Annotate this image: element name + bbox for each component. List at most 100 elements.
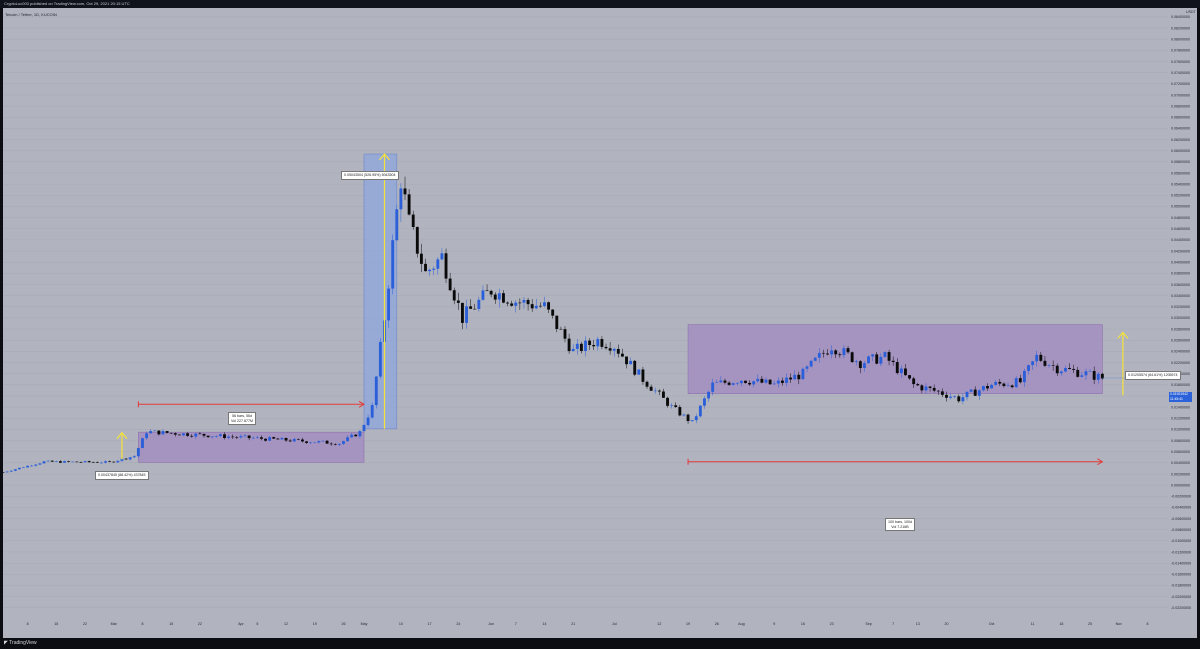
candle-body — [575, 343, 579, 349]
candle-body — [817, 352, 821, 358]
candle-body — [288, 440, 292, 442]
candle-body — [22, 467, 25, 469]
candle-body — [780, 380, 784, 383]
candle-body — [259, 437, 263, 439]
price-tick-label: 0.00800000 — [1171, 439, 1190, 443]
date-tick-label: 26 — [715, 622, 719, 626]
candle-body — [444, 253, 448, 279]
price-tick-label: 0.08400000 — [1171, 15, 1190, 19]
candle-body — [666, 397, 669, 406]
candle-body — [38, 463, 42, 465]
candle-body — [850, 352, 854, 363]
candle-body — [592, 345, 596, 347]
candle-body — [1100, 373, 1104, 379]
range-arrow-head — [1097, 458, 1104, 466]
candle-body — [596, 339, 600, 347]
candle-body — [358, 431, 362, 437]
candle-body — [637, 369, 641, 375]
candle-body — [161, 431, 165, 435]
price-chart[interactable]: 8 15 22 Mar 8 15 22 Apr 5 12 19 26 May 10 17 24 Jun 7 14 21… — [3, 8, 1168, 628]
up-arrow-head — [116, 431, 128, 440]
candle-body — [210, 436, 214, 438]
candle-body — [477, 299, 481, 310]
candle-body — [981, 386, 985, 391]
candle-body — [46, 460, 50, 462]
price-tick-label: 0.04800000 — [1171, 216, 1190, 220]
date-tick-label: 5 — [256, 622, 258, 626]
candle-body — [276, 438, 280, 440]
candle-body — [875, 354, 879, 364]
price-axis[interactable]: 0.086000000.084000000.082000000.08000000… — [1168, 8, 1197, 627]
price-tick-label: 0.06800000 — [1171, 104, 1190, 108]
candle-body — [465, 306, 468, 323]
currency-label: USDT — [1186, 10, 1196, 14]
date-tick-label: 24 — [456, 622, 460, 626]
candle-body — [891, 360, 895, 363]
price-tick-label: -0.01200000 — [1171, 550, 1191, 554]
chart-area[interactable] — [3, 8, 1197, 638]
price-tick-label: 0.05600000 — [1171, 171, 1190, 175]
date-tick-label: 8 — [141, 622, 143, 626]
candle-body — [559, 328, 563, 330]
candle-body — [202, 433, 206, 436]
candle-body — [370, 405, 374, 418]
candle-body — [1084, 371, 1088, 376]
candle-body — [309, 442, 313, 444]
candle-body — [54, 461, 58, 462]
candle-body — [945, 394, 948, 398]
candle-body — [177, 434, 181, 436]
range-arrow-head — [358, 400, 365, 408]
price-tick-label: 0.03400000 — [1171, 294, 1190, 298]
price-tick-label: 0.03200000 — [1171, 305, 1190, 309]
candle-body — [789, 377, 793, 380]
candle-body — [707, 391, 710, 399]
candle-body — [567, 338, 571, 352]
candle-body — [157, 430, 161, 435]
candle-body — [797, 374, 801, 380]
candle-body — [366, 417, 370, 426]
candle-body — [395, 209, 399, 241]
candle-body — [1068, 368, 1071, 369]
candle-body — [173, 433, 177, 435]
candle-body — [321, 440, 325, 442]
candle-body — [686, 414, 690, 422]
candle-body — [916, 384, 920, 386]
candle-body — [830, 350, 834, 355]
candle-body — [957, 396, 961, 402]
date-tick-label: 23 — [830, 622, 834, 626]
candle-body — [518, 302, 522, 304]
candle-body — [744, 380, 747, 383]
candle-body — [83, 461, 87, 463]
candle-body — [296, 438, 300, 440]
candle-body — [104, 461, 107, 463]
candle-body — [9, 470, 13, 472]
price-tick-label: 0.02600000 — [1171, 338, 1190, 342]
candle-body — [649, 386, 653, 391]
candle-body — [100, 462, 103, 464]
candle-body — [116, 460, 120, 463]
candle-body — [604, 346, 608, 349]
date-tick-label: Apr — [238, 622, 244, 626]
price-tick-label: 0.06400000 — [1171, 127, 1190, 131]
current-price-value: 0.01921942 — [1170, 392, 1188, 396]
price-tick-label: 0.04200000 — [1171, 249, 1190, 253]
price-tick-label: 0.03800000 — [1171, 272, 1190, 276]
price-tick-label: 0.04400000 — [1171, 238, 1190, 242]
candle-body — [5, 471, 9, 473]
candle-body — [662, 391, 665, 398]
candle-body — [190, 435, 194, 437]
pump-box — [363, 153, 398, 430]
candle-body — [387, 288, 391, 321]
annotation-left-measure: 56 bars, 56d Vol 227.877M — [228, 412, 256, 425]
candle-body — [928, 386, 932, 388]
publisher-bar: CryptoLuc003 published on TradingView.co… — [0, 0, 1200, 8]
candle-body — [551, 309, 555, 316]
candle-body — [994, 381, 998, 385]
annotation-right-range: 0.01205574 (64.61%) 1205574 — [1125, 371, 1181, 380]
candle-body — [760, 378, 764, 383]
candle-body — [87, 461, 91, 463]
candle-body — [124, 458, 128, 460]
candle-body — [813, 357, 817, 361]
price-tick-label: 0.00000000 — [1171, 483, 1190, 487]
candle-body — [834, 350, 838, 355]
